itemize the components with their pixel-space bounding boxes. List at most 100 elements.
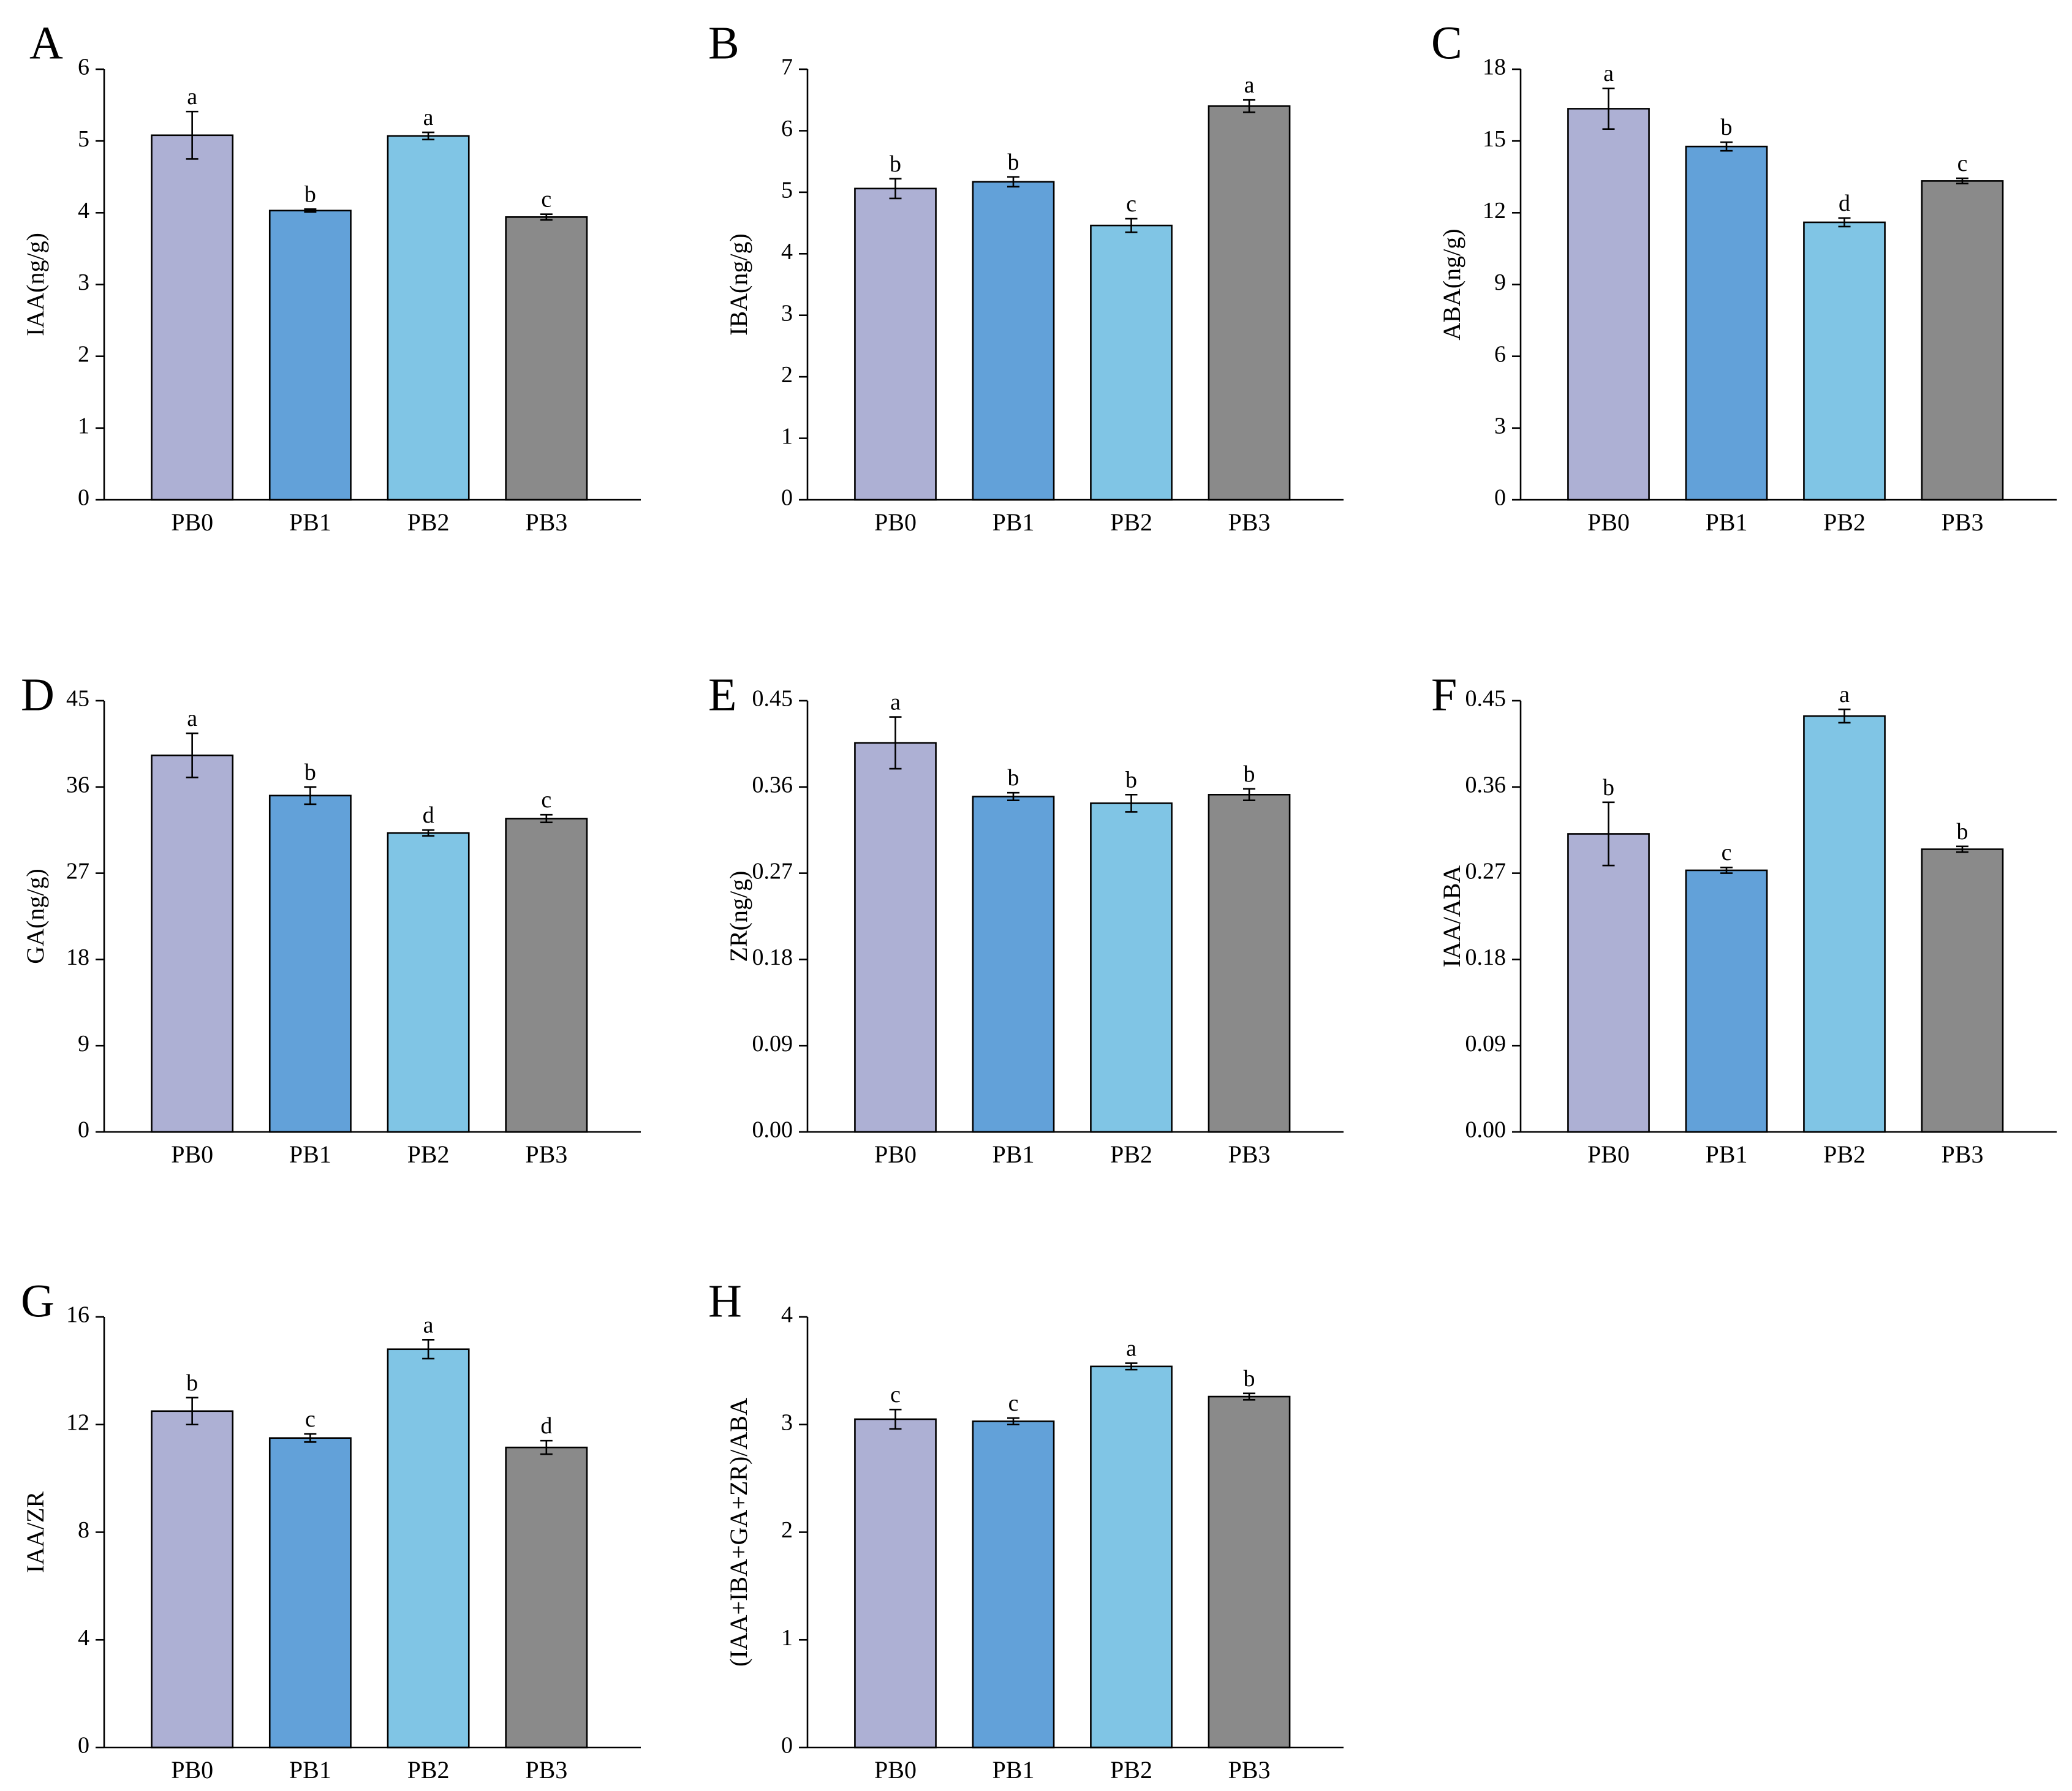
- category-label-a-pb3: PB3: [525, 508, 567, 536]
- error-bar-f-pb1: [1720, 866, 1733, 874]
- bar-e-pb3[interactable]: [1208, 794, 1291, 1133]
- bar-b-pb0[interactable]: [854, 187, 937, 501]
- error-bar-d-pb1: [304, 786, 317, 805]
- y-tick-label-f-2: 0.18: [1465, 945, 1507, 970]
- y-axis-title-c: ABA(ng/g): [1438, 228, 1465, 340]
- category-label-b-pb0: PB0: [874, 508, 917, 536]
- y-tick-label-e-0: 0.00: [752, 1117, 793, 1143]
- category-label-e-pb2: PB2: [1110, 1141, 1152, 1168]
- y-tick-label-a-2: 2: [78, 341, 89, 367]
- error-bar-c-pb0: [1602, 87, 1615, 130]
- bar-c-pb3[interactable]: [1921, 180, 2004, 501]
- bar-c-pb2[interactable]: [1803, 221, 1886, 501]
- category-label-d-pb0: PB0: [171, 1141, 213, 1168]
- bar-f-pb0[interactable]: [1567, 833, 1650, 1133]
- panel-letter-f: F: [1431, 669, 1457, 720]
- bar-f-pb3[interactable]: [1921, 848, 2004, 1133]
- bar-f-pb1[interactable]: [1685, 869, 1768, 1133]
- bar-g-pb1[interactable]: [268, 1437, 352, 1749]
- bar-g-pb2[interactable]: [387, 1348, 470, 1749]
- category-label-h-pb3: PB3: [1228, 1756, 1271, 1784]
- error-bar-c-pb1: [1720, 141, 1733, 152]
- bar-d-pb0[interactable]: [151, 754, 234, 1133]
- bar-g-pb0[interactable]: [151, 1410, 234, 1749]
- y-axis-title-f: IAA/ABA: [1438, 865, 1465, 968]
- y-tick-label-g-2: 8: [78, 1517, 89, 1543]
- significance-label-d-pb2: d: [423, 802, 434, 828]
- y-tick-label-b-2: 2: [781, 362, 793, 388]
- error-bar-e-pb2: [1125, 794, 1138, 813]
- error-bar-g-pb2: [422, 1339, 435, 1360]
- y-tick-label-d-5: 45: [66, 686, 89, 712]
- bar-a-pb0[interactable]: [151, 134, 234, 501]
- significance-label-h-pb2: a: [1126, 1336, 1136, 1362]
- bar-e-pb2[interactable]: [1090, 802, 1173, 1133]
- y-tick-label-f-4: 0.36: [1465, 772, 1507, 798]
- category-label-b-pb2: PB2: [1110, 508, 1152, 536]
- category-label-h-pb2: PB2: [1110, 1756, 1152, 1784]
- y-tick-label-e-4: 0.36: [752, 772, 793, 798]
- bar-h-pb0[interactable]: [854, 1418, 937, 1749]
- y-tick-label-d-0: 0: [78, 1117, 89, 1143]
- significance-label-h-pb3: b: [1244, 1366, 1255, 1392]
- category-label-d-pb2: PB2: [407, 1141, 450, 1168]
- panel-letter-c: C: [1431, 17, 1462, 69]
- significance-label-b-pb1: b: [1008, 149, 1019, 175]
- y-tick-label-h-1: 1: [781, 1625, 793, 1651]
- category-label-h-pb1: PB1: [993, 1756, 1035, 1784]
- bar-b-pb2[interactable]: [1090, 224, 1173, 501]
- y-tick-label-g-1: 4: [78, 1625, 89, 1651]
- category-label-c-pb2: PB2: [1823, 508, 1866, 536]
- bar-d-pb2[interactable]: [387, 832, 470, 1133]
- significance-label-g-pb2: a: [423, 1312, 434, 1338]
- bar-b-pb3[interactable]: [1208, 105, 1291, 501]
- category-label-g-pb2: PB2: [407, 1756, 450, 1784]
- bar-e-pb0[interactable]: [854, 742, 937, 1133]
- bar-b-pb1[interactable]: [972, 181, 1055, 501]
- bar-h-pb2[interactable]: [1090, 1365, 1173, 1749]
- bar-f-pb2[interactable]: [1803, 715, 1886, 1133]
- significance-label-e-pb3: b: [1244, 761, 1255, 787]
- significance-label-d-pb3: c: [541, 787, 551, 813]
- bar-e-pb1[interactable]: [972, 796, 1055, 1133]
- y-tick-label-e-3: 0.27: [752, 858, 793, 884]
- bar-h-pb1[interactable]: [972, 1420, 1055, 1749]
- bar-d-pb3[interactable]: [505, 818, 588, 1133]
- panel-letter-e: E: [708, 669, 736, 720]
- y-tick-label-c-2: 6: [1494, 341, 1506, 367]
- error-bar-a-pb3: [540, 213, 553, 221]
- y-tick-label-a-4: 4: [78, 198, 89, 224]
- significance-label-a-pb1: b: [304, 181, 316, 207]
- panel-letter-h: H: [708, 1275, 742, 1327]
- bar-c-pb0[interactable]: [1567, 108, 1650, 501]
- bar-h-pb3[interactable]: [1208, 1395, 1291, 1749]
- y-tick-label-d-3: 27: [66, 858, 89, 884]
- error-bar-d-pb2: [422, 829, 435, 837]
- error-bar-h-pb3: [1243, 1392, 1255, 1401]
- bar-c-pb1[interactable]: [1685, 145, 1768, 501]
- y-tick-label-a-1: 1: [78, 413, 89, 439]
- bar-g-pb3[interactable]: [505, 1446, 588, 1749]
- bar-a-pb1[interactable]: [268, 209, 352, 501]
- y-axis-title-d: GA(ng/g): [21, 869, 49, 964]
- y-tick-label-b-6: 6: [781, 116, 793, 141]
- panel-h: Hc PB0 c PB1 a PB2 b PB3 0 1 2 3 4 (IAA+IBA+GA+ZR)/AB…: [708, 1275, 1344, 1784]
- bar-a-pb3[interactable]: [505, 216, 588, 501]
- bar-d-pb1[interactable]: [268, 794, 352, 1133]
- error-bar-c-pb3: [1956, 177, 1968, 184]
- significance-label-g-pb0: b: [186, 1370, 198, 1396]
- y-tick-label-d-1: 9: [78, 1031, 89, 1057]
- significance-label-b-pb0: b: [890, 151, 901, 177]
- category-label-f-pb2: PB2: [1823, 1141, 1866, 1168]
- error-bar-d-pb0: [186, 732, 199, 779]
- significance-label-a-pb3: c: [541, 187, 551, 213]
- category-label-g-pb1: PB1: [289, 1756, 331, 1784]
- y-tick-label-c-6: 18: [1483, 55, 1506, 80]
- significance-label-h-pb0: c: [890, 1382, 901, 1408]
- y-tick-label-a-6: 6: [78, 55, 89, 80]
- error-bar-b-pb2: [1125, 217, 1138, 233]
- significance-label-e-pb1: b: [1008, 765, 1019, 791]
- bar-a-pb2[interactable]: [387, 135, 470, 501]
- panel-a: Aa PB0 b PB1 a PB2 c PB3 0 1 2 3 4 5 6 IAA(ng/g): [21, 17, 641, 536]
